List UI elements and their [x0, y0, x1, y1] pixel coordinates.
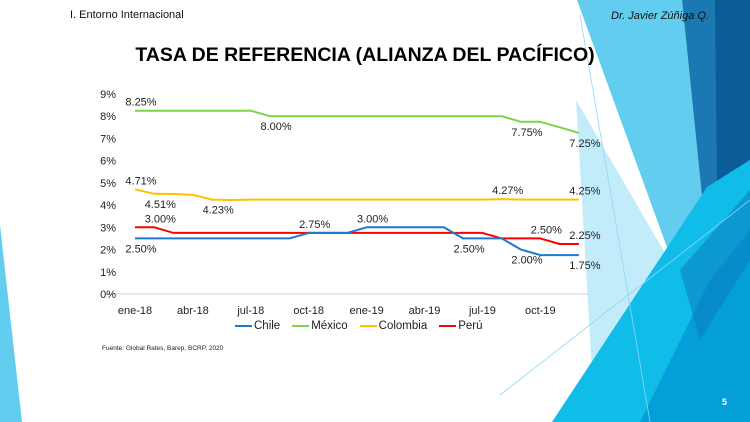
x-tick-label: ene-19	[349, 305, 383, 317]
legend-swatch	[359, 325, 377, 327]
legend-item-chile: Chile	[235, 320, 280, 332]
y-tick-label: 8%	[100, 111, 116, 123]
series-line-colombia	[134, 188, 579, 201]
y-tick-label: 4%	[100, 200, 116, 212]
x-tick-label: jul-19	[468, 305, 496, 317]
data-label: 2.50%	[125, 243, 156, 255]
x-tick-label: jul-18	[236, 305, 264, 317]
data-label: 2.75%	[299, 219, 330, 231]
data-label: 8.25%	[125, 97, 156, 109]
data-label: 4.71%	[125, 175, 156, 187]
data-label: 3.00%	[145, 213, 176, 225]
series-line-perú	[135, 226, 579, 245]
y-tick-label: 1%	[100, 267, 116, 279]
legend-label: Colombia	[378, 320, 428, 332]
legend-item-mexico: México	[292, 320, 348, 332]
deco-line	[499, 199, 750, 396]
deco-dark-panel	[680, 190, 750, 340]
y-tick-label: 9%	[100, 89, 116, 101]
legend-item-colombia: Colombia	[359, 320, 428, 332]
legend-label: Perú	[458, 320, 483, 332]
section-label: I. Entorno Internacional	[70, 9, 184, 21]
data-label: 7.25%	[569, 138, 600, 150]
series-line-chile	[135, 226, 579, 257]
y-tick-label: 5%	[100, 178, 116, 190]
data-label: 4.23%	[203, 205, 234, 217]
legend-swatch	[292, 325, 310, 327]
x-tick-label: oct-19	[525, 305, 556, 317]
author-label: Dr. Javier Zúñiga Q.	[611, 10, 710, 22]
y-tick-label: 6%	[100, 156, 116, 168]
deco-left-stripe	[0, 225, 22, 422]
deco-line	[579, 14, 651, 422]
data-label: 2.50%	[531, 224, 562, 236]
x-tick-label: abr-18	[177, 305, 209, 317]
legend-label: Chile	[254, 320, 281, 332]
data-label: 4.51%	[145, 199, 176, 211]
legend-swatch	[235, 325, 252, 327]
slide-title: TASA DE REFERENCIA (ALIANZA DEL PACÍFICO…	[135, 44, 595, 66]
y-tick-label: 2%	[100, 245, 116, 257]
data-label: 7.75%	[511, 127, 542, 139]
y-tick-label: 3%	[100, 222, 116, 234]
chart-legend: Chile México Colombia Perú	[235, 320, 483, 332]
y-tick-label: 7%	[100, 133, 116, 145]
x-tick-label: ene-18	[118, 305, 152, 317]
data-label: 3.00%	[357, 213, 388, 225]
data-label: 2.00%	[511, 255, 542, 267]
data-label: 2.50%	[453, 243, 484, 255]
legend-swatch	[439, 325, 457, 327]
legend-item-peru: Perú	[439, 320, 483, 332]
data-label: 1.75%	[569, 260, 600, 272]
y-tick-label: 0%	[100, 289, 116, 301]
data-label: 4.27%	[492, 185, 523, 197]
data-label: 8.00%	[260, 121, 291, 133]
page-number: 5	[722, 397, 728, 407]
source-note: Fuente: Global Rates, Barep, BCRP, 2020	[102, 345, 224, 352]
legend-label: México	[311, 320, 348, 332]
data-label: 4.25%	[569, 186, 600, 198]
x-tick-label: abr-19	[409, 305, 441, 317]
data-label: 2.25%	[569, 230, 600, 242]
series-line-méxico	[135, 109, 580, 134]
x-tick-label: oct-18	[293, 305, 324, 317]
